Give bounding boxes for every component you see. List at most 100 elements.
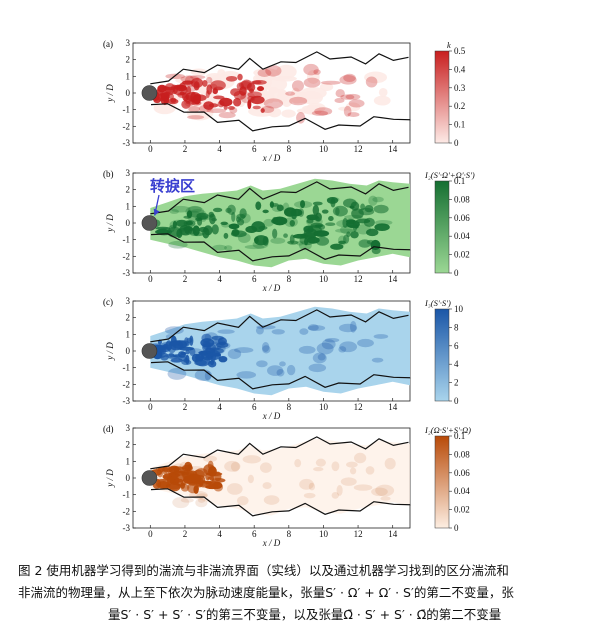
x-tick-label: 8 bbox=[287, 529, 292, 539]
colorbar-tick-label: 0 bbox=[454, 268, 459, 278]
y-tick-label: -3 bbox=[123, 138, 131, 148]
colorbar-tick-label: 0.04 bbox=[454, 486, 470, 496]
x-tick-label: 8 bbox=[287, 144, 292, 154]
y-tick-label: 1 bbox=[126, 71, 131, 81]
y-tick-label: 3 bbox=[126, 38, 131, 48]
y-tick-label: -2 bbox=[123, 251, 131, 261]
y-tick-label: 0 bbox=[126, 473, 131, 483]
y-tick-label: 2 bbox=[126, 313, 131, 323]
x-tick-label: 4 bbox=[217, 144, 222, 154]
x-axis-label: x / D bbox=[262, 411, 281, 421]
caption-line-3: 量S′ · S′ + S′ · S′的第三不变量，以及张量Ω̄ · S′ + S… bbox=[108, 607, 502, 622]
y-tick-label: -3 bbox=[123, 523, 131, 533]
y-tick-label: 2 bbox=[126, 55, 131, 65]
x-tick-label: 0 bbox=[148, 274, 153, 284]
annotation-arrow bbox=[153, 194, 160, 216]
y-tick-label: 0 bbox=[126, 346, 131, 356]
x-tick-label: 2 bbox=[183, 144, 188, 154]
colorbar-tick-label: 0.4 bbox=[454, 64, 466, 74]
y-tick-label: -1 bbox=[123, 490, 131, 500]
x-tick-label: 4 bbox=[217, 529, 222, 539]
colorbar-tick-label: 0.08 bbox=[454, 449, 470, 459]
y-tick-label: 2 bbox=[126, 185, 131, 195]
interface-outline bbox=[150, 51, 411, 132]
x-tick-label: 10 bbox=[319, 402, 329, 412]
colorbar-tick-label: 0.08 bbox=[454, 194, 470, 204]
colorbar bbox=[434, 308, 450, 402]
y-tick-label: -2 bbox=[123, 506, 131, 516]
y-tick-label: -1 bbox=[123, 235, 131, 245]
panel-label: (c) bbox=[103, 297, 113, 307]
colorbar-tick-label: 10 bbox=[454, 304, 464, 314]
colorbar-tick-label: 0.02 bbox=[454, 250, 470, 260]
colorbar bbox=[434, 180, 450, 274]
colorbar-tick-label: 0.1 bbox=[454, 120, 465, 130]
panel-label: (d) bbox=[103, 424, 114, 434]
caption-line-2: 非湍流的物理量，从上至下依次为脉动速度能量k，张量S′ · Ω′ + Ω′ · … bbox=[18, 585, 514, 600]
colorbar-tick-label: 0 bbox=[454, 523, 459, 533]
x-axis-label: x / D bbox=[262, 538, 281, 548]
x-tick-label: 6 bbox=[252, 402, 257, 412]
cylinder bbox=[141, 343, 158, 359]
colorbar-tick-label: 0.3 bbox=[454, 83, 466, 93]
x-tick-label: 14 bbox=[388, 274, 398, 284]
colorbar-tick-label: 0.06 bbox=[454, 213, 470, 223]
x-tick-label: 4 bbox=[217, 274, 222, 284]
x-tick-label: 0 bbox=[148, 144, 153, 154]
x-tick-label: 4 bbox=[217, 402, 222, 412]
colorbar-tick-label: 6 bbox=[454, 341, 459, 351]
x-tick-label: 6 bbox=[252, 274, 257, 284]
y-tick-label: 1 bbox=[126, 329, 131, 339]
colorbar-tick-label: 0.5 bbox=[454, 46, 466, 56]
x-tick-label: 14 bbox=[388, 402, 398, 412]
interface-outline bbox=[150, 436, 411, 517]
x-tick-label: 2 bbox=[183, 274, 188, 284]
colorbar-title: k bbox=[447, 40, 451, 50]
y-tick-label: 3 bbox=[126, 296, 131, 306]
panel-label: (a) bbox=[103, 39, 113, 49]
interface-outline bbox=[150, 309, 411, 390]
x-tick-label: 12 bbox=[354, 402, 363, 412]
y-tick-label: -3 bbox=[123, 396, 131, 406]
y-tick-label: -3 bbox=[123, 268, 131, 278]
interface-outline bbox=[150, 181, 411, 262]
x-tick-label: 8 bbox=[287, 402, 292, 412]
transition-zone-annotation: 转捩区 bbox=[150, 177, 196, 195]
x-tick-label: 12 bbox=[354, 274, 363, 284]
colorbar-tick-label: 0.04 bbox=[454, 231, 470, 241]
colorbar-tick-label: 0.1 bbox=[454, 431, 465, 441]
colorbar-tick-label: 0 bbox=[454, 138, 459, 148]
field-blobs bbox=[150, 438, 410, 516]
y-tick-label: 3 bbox=[126, 168, 131, 178]
x-tick-label: 14 bbox=[388, 144, 398, 154]
y-tick-label: -2 bbox=[123, 379, 131, 389]
colorbar-title: I₂(S′·Ω′+Ω′·S′) bbox=[424, 170, 475, 180]
y-tick-label: -1 bbox=[123, 105, 131, 115]
field-blobs bbox=[150, 178, 410, 268]
caption-line-1: 图 2 使用机器学习得到的湍流与非湍流界面（实线）以及通过机器学习找到的区分湍流… bbox=[18, 563, 509, 578]
y-tick-label: 1 bbox=[126, 456, 131, 466]
x-tick-label: 8 bbox=[287, 274, 292, 284]
x-tick-label: 14 bbox=[388, 529, 398, 539]
cylinder bbox=[141, 215, 158, 231]
x-tick-label: 0 bbox=[148, 402, 153, 412]
y-axis-label: y / D bbox=[105, 214, 115, 233]
colorbar-tick-label: 0 bbox=[454, 396, 459, 406]
y-axis-label: y / D bbox=[105, 342, 115, 361]
colorbar-title: I₃(S′·S′) bbox=[424, 298, 451, 308]
y-axis-label: y / D bbox=[105, 84, 115, 103]
figure-caption: 图 2 使用机器学习得到的湍流与非湍流界面（实线）以及通过机器学习找到的区分湍流… bbox=[18, 560, 586, 626]
x-axis-label: x / D bbox=[262, 283, 281, 293]
y-tick-label: 0 bbox=[126, 88, 131, 98]
colorbar bbox=[434, 50, 450, 144]
colorbar-tick-label: 2 bbox=[454, 378, 459, 388]
field-blobs bbox=[151, 63, 391, 124]
field-blobs bbox=[148, 306, 410, 396]
